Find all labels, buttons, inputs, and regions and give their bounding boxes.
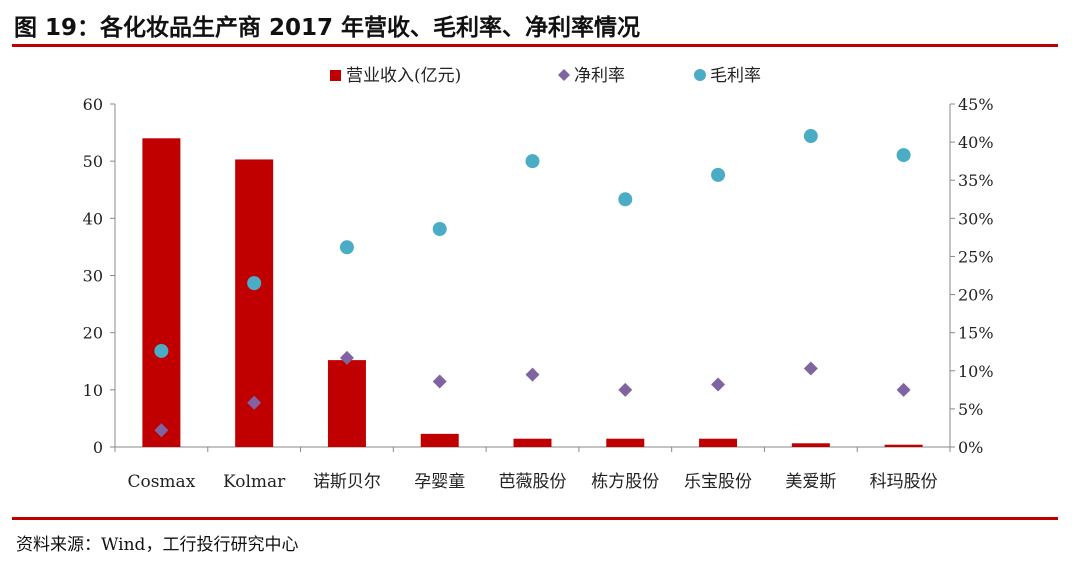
category-label: 芭薇股份 (499, 472, 567, 492)
right-tick-label: 25% (958, 247, 994, 266)
right-tick-label: 5% (958, 400, 983, 419)
point-net-margin (247, 395, 262, 410)
right-tick-label: 45% (958, 95, 994, 114)
right-tick-label: 15% (958, 324, 994, 343)
bar-revenue (142, 138, 181, 448)
point-gross-margin (339, 240, 354, 255)
legend-marker-revenue (330, 70, 341, 81)
point-net-margin (525, 367, 540, 382)
category-label: Cosmax (127, 472, 195, 492)
point-gross-margin (525, 154, 540, 169)
left-tick-label: 40 (83, 209, 103, 228)
right-tick-label: 35% (958, 171, 994, 190)
right-tick-label: 10% (958, 362, 994, 381)
point-net-margin (432, 374, 447, 389)
left-tick-label: 0 (93, 438, 103, 457)
left-tick-label: 50 (83, 152, 103, 171)
right-tick-label: 40% (958, 133, 994, 152)
point-net-margin (803, 361, 818, 376)
point-gross-margin (618, 192, 633, 207)
bar-revenue (327, 360, 366, 447)
top-rule (12, 44, 1058, 47)
left-tick-label: 30 (83, 267, 103, 286)
point-net-margin (711, 377, 726, 392)
right-tick-label: 20% (958, 286, 994, 305)
category-label: 栋方股份 (591, 472, 659, 492)
point-gross-margin (432, 222, 447, 237)
bar-revenue (699, 438, 738, 447)
point-gross-margin (154, 343, 169, 358)
point-gross-margin (247, 276, 262, 291)
category-label: 科玛股份 (870, 472, 938, 492)
source-note: 资料来源：Wind，工行投行研究中心 (16, 535, 299, 555)
point-net-margin (618, 382, 633, 397)
category-label: 孕婴童 (414, 472, 465, 492)
left-tick-label: 10 (83, 381, 103, 400)
bar-revenue (513, 438, 552, 447)
point-net-margin (154, 423, 169, 438)
category-label: 美爱斯 (785, 472, 836, 492)
legend-marker-gross (694, 69, 706, 81)
bar-revenue (606, 438, 645, 447)
point-gross-margin (711, 167, 726, 182)
figure-title: 图 19：各化妆品生产商 2017 年营收、毛利率、净利率情况 (14, 15, 641, 41)
left-tick-label: 20 (83, 324, 103, 343)
point-gross-margin (896, 148, 911, 163)
bottom-rule (12, 517, 1058, 520)
point-gross-margin (803, 129, 818, 144)
category-label: Kolmar (223, 472, 286, 492)
category-label: 诺斯贝尔 (313, 472, 381, 492)
bar-revenue (420, 433, 459, 447)
legend-label-revenue: 营业收入(亿元) (346, 66, 461, 86)
legend-label-gross: 毛利率 (710, 66, 761, 86)
category-label: 乐宝股份 (684, 472, 752, 492)
left-tick-label: 60 (83, 95, 103, 114)
bar-revenue (791, 443, 830, 447)
right-tick-label: 30% (958, 209, 994, 228)
bar-revenue (884, 444, 923, 447)
legend-marker-net (558, 69, 570, 81)
legend-label-net: 净利率 (574, 66, 625, 86)
point-net-margin (896, 382, 911, 397)
right-tick-label: 0% (958, 438, 983, 457)
point-net-margin (339, 350, 354, 365)
